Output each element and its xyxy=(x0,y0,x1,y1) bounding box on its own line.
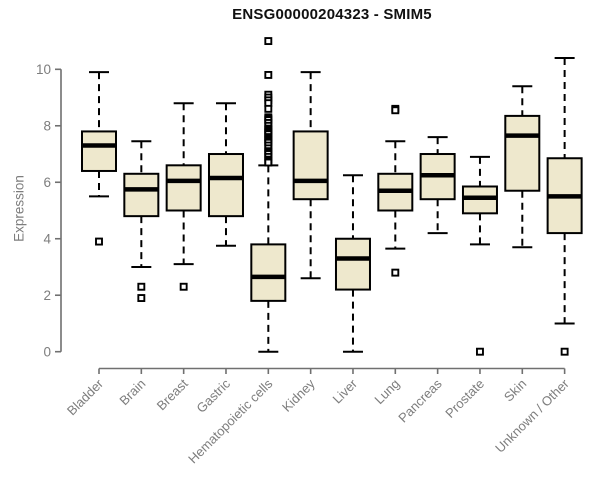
outlier-point xyxy=(264,104,273,113)
y-tick-label: 8 xyxy=(43,118,51,133)
x-tick-label-kidney: Kidney xyxy=(279,376,318,415)
outlier-point xyxy=(391,106,400,115)
iqr-box xyxy=(81,130,117,172)
boxplot-skin xyxy=(504,85,541,249)
outlier-point xyxy=(264,70,273,79)
x-tick-label-gastric: Gastric xyxy=(193,376,233,416)
boxplot-gastric xyxy=(207,102,244,247)
boxplot-prostate xyxy=(461,155,498,356)
outlier-point xyxy=(137,282,146,291)
boxplot-kidney xyxy=(292,71,329,280)
boxplot-unknown-other xyxy=(546,57,583,356)
boxplot-lung xyxy=(377,104,414,277)
outlier-point xyxy=(95,237,103,246)
iqr-box xyxy=(504,114,541,192)
y-tick-label: 0 xyxy=(43,344,51,359)
x-tick-label-unknown-other: Unknown / Other xyxy=(492,376,572,456)
x-tick-label-liver: Liver xyxy=(330,376,361,407)
x-tick-label-breast: Breast xyxy=(154,376,191,413)
outlier-point xyxy=(264,158,273,167)
outlier-point xyxy=(264,37,273,46)
x-tick-label-bladder: Bladder xyxy=(64,376,107,419)
y-tick-label: 6 xyxy=(43,175,51,190)
boxplot-hematopoietic-cells xyxy=(250,37,287,353)
chart-title: ENSG00000204323 - SMIM5 xyxy=(232,6,432,23)
x-tick-label-skin: Skin xyxy=(501,376,529,404)
outlier-point xyxy=(391,268,400,277)
x-tick-label-lung: Lung xyxy=(371,376,402,407)
outlier-point xyxy=(476,347,484,356)
y-tick-label: 2 xyxy=(43,288,51,303)
iqr-box xyxy=(250,243,287,302)
outlier-point xyxy=(137,294,146,302)
x-tick-label-brain: Brain xyxy=(116,376,148,408)
iqr-box xyxy=(292,130,329,201)
outlier-point xyxy=(179,282,188,291)
x-tick-label-pancreas: Pancreas xyxy=(395,376,445,426)
iqr-box xyxy=(334,237,371,291)
outlier-point xyxy=(560,347,569,356)
boxplot-pancreas xyxy=(419,136,456,235)
iqr-box xyxy=(165,164,202,212)
iqr-box xyxy=(123,172,160,218)
boxplot-bladder xyxy=(81,71,117,246)
boxplot-brain xyxy=(123,140,160,302)
iqr-box xyxy=(207,153,244,218)
boxplot-breast xyxy=(165,102,202,291)
boxplot-liver xyxy=(334,174,371,353)
y-axis: 0 2 4 6 8 10 xyxy=(36,62,62,359)
x-tick-label-prostate: Prostate xyxy=(442,376,487,421)
y-tick-label: 4 xyxy=(43,231,51,246)
y-tick-label: 10 xyxy=(36,62,51,77)
